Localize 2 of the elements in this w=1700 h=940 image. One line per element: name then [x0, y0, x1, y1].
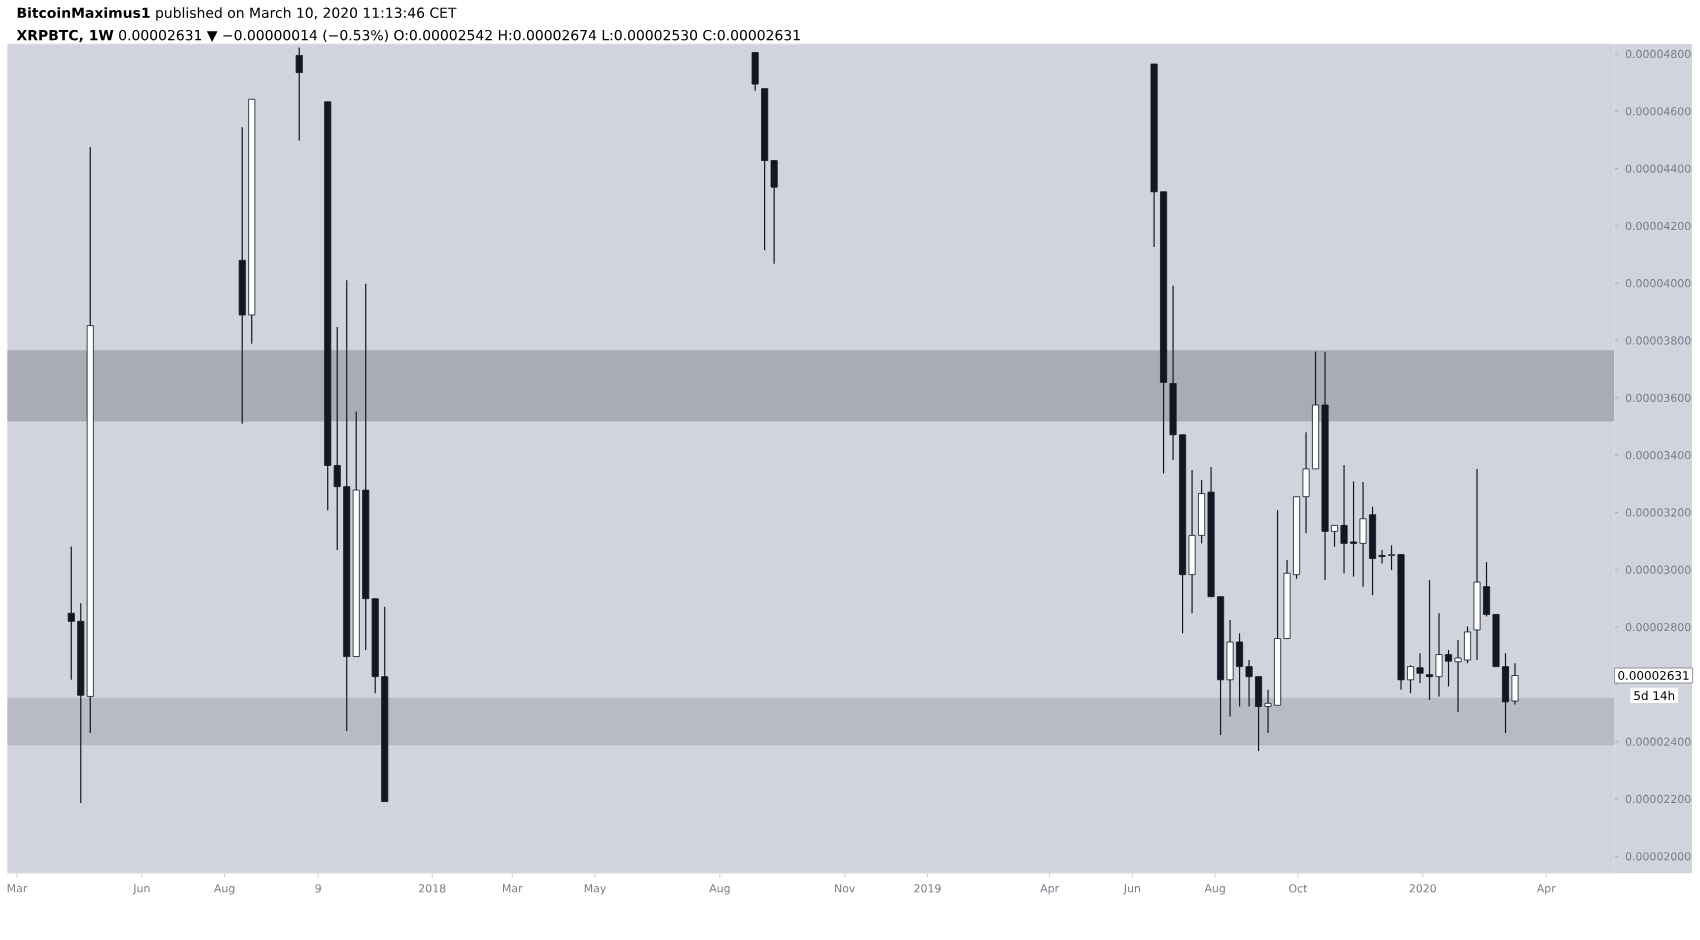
candlestick — [295, 47, 303, 142]
candlestick — [751, 52, 759, 92]
